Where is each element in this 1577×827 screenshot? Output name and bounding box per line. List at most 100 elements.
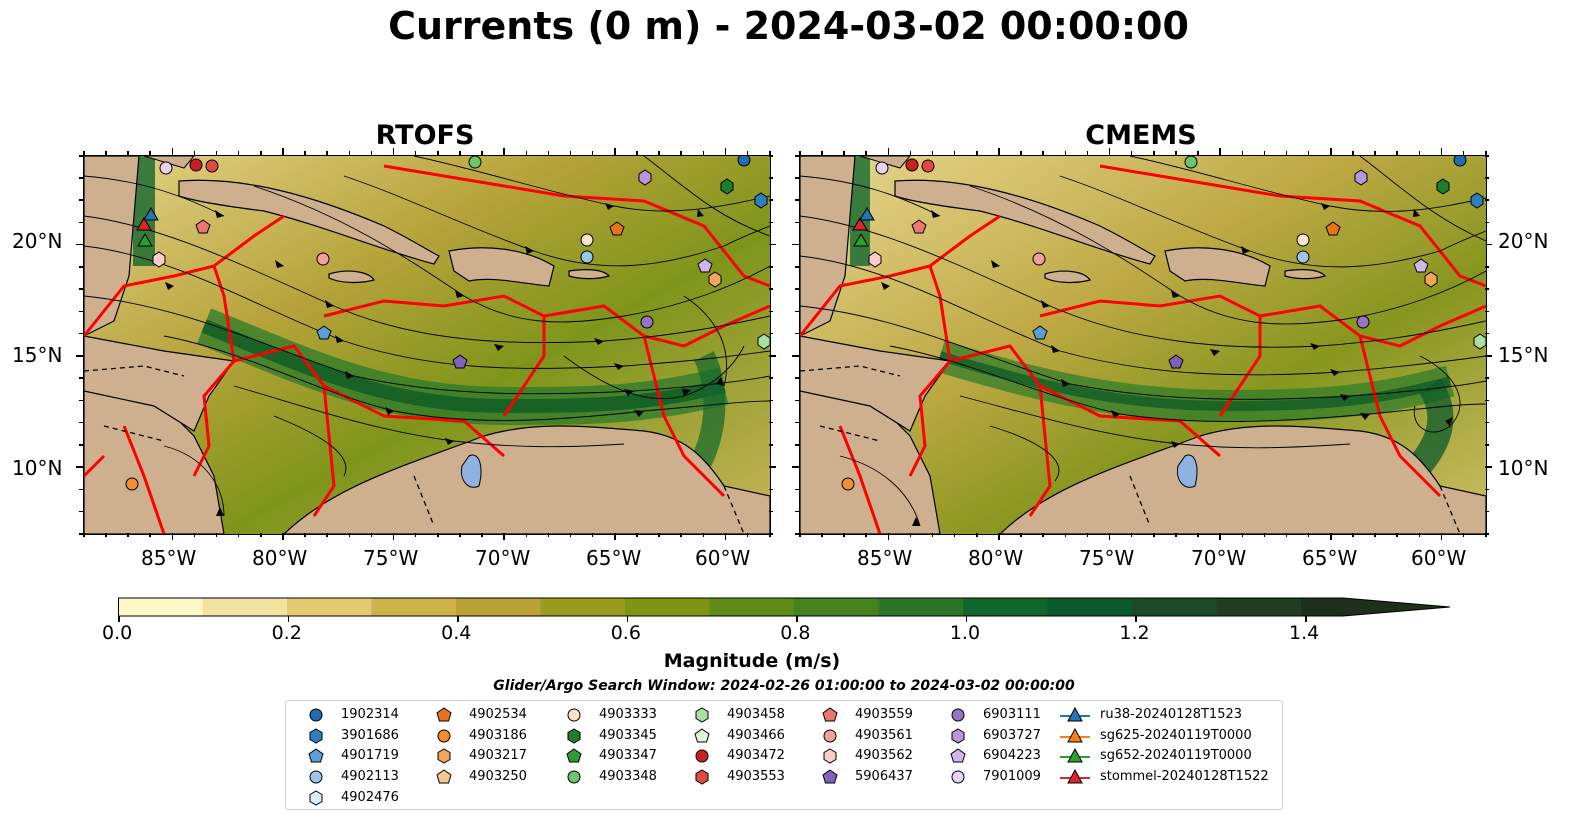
tick-mark bbox=[1108, 148, 1111, 155]
tick-mark bbox=[1462, 533, 1465, 537]
colorbar-tick-label: 0.6 bbox=[610, 622, 641, 644]
colorbar-segment bbox=[1216, 598, 1302, 616]
legend-label: 6903111 bbox=[983, 707, 1041, 722]
tick-mark bbox=[799, 151, 801, 155]
tick-mark bbox=[795, 399, 799, 402]
colorbar-tick bbox=[796, 616, 798, 622]
tick-mark bbox=[1086, 533, 1089, 537]
tick-mark bbox=[1153, 533, 1155, 537]
tick-mark bbox=[1086, 151, 1089, 155]
circle-marker-icon bbox=[951, 770, 965, 784]
colorbar-segment bbox=[625, 598, 711, 616]
tick-mark bbox=[1020, 151, 1022, 155]
tick-mark bbox=[1485, 177, 1489, 179]
tick-mark bbox=[1485, 355, 1492, 357]
tick-mark bbox=[127, 151, 129, 155]
legend-label: 4903458 bbox=[727, 707, 785, 722]
tick-mark bbox=[1241, 533, 1244, 537]
tick-mark bbox=[769, 221, 773, 224]
tick-mark bbox=[437, 151, 439, 155]
tick-mark bbox=[414, 533, 417, 537]
tick-mark bbox=[769, 266, 773, 268]
tick-mark bbox=[1485, 155, 1489, 157]
lat-label-15n: 15°N bbox=[12, 343, 63, 367]
tick-mark bbox=[931, 151, 934, 155]
tick-mark bbox=[591, 533, 594, 537]
tick-mark bbox=[105, 151, 107, 155]
circle-marker-icon bbox=[951, 708, 965, 722]
triangle-marker-icon bbox=[1060, 748, 1090, 763]
tick-mark bbox=[769, 155, 773, 157]
map-rtofs bbox=[83, 155, 771, 535]
colorbar-segment bbox=[878, 598, 964, 616]
colorbar bbox=[118, 596, 1453, 624]
tick-mark bbox=[1485, 243, 1492, 246]
tick-mark bbox=[795, 310, 799, 313]
panel-title-cmems: CMEMS bbox=[1085, 120, 1197, 151]
tick-mark bbox=[887, 533, 890, 540]
tick-mark bbox=[865, 151, 867, 155]
tick-mark bbox=[76, 466, 83, 468]
tick-mark bbox=[795, 488, 799, 491]
tick-mark bbox=[658, 151, 660, 155]
tick-mark bbox=[1485, 221, 1489, 224]
colorbar-tick bbox=[965, 616, 968, 622]
colorbar-segment bbox=[202, 598, 288, 616]
tick-mark bbox=[614, 148, 616, 155]
tick-mark bbox=[769, 399, 773, 402]
hexagon-marker-icon bbox=[695, 707, 709, 723]
current-magnitude-map bbox=[800, 156, 1486, 534]
tick-mark bbox=[326, 533, 328, 537]
pentagon-marker-icon bbox=[308, 748, 324, 763]
tick-mark bbox=[1219, 533, 1221, 540]
tick-mark bbox=[79, 199, 83, 201]
tick-mark bbox=[1396, 151, 1398, 155]
tick-mark bbox=[795, 221, 799, 224]
tick-mark bbox=[348, 533, 351, 537]
tick-mark bbox=[569, 151, 572, 155]
legend-label: 4903347 bbox=[599, 748, 657, 764]
figure-title: Currents (0 m) - 2024-03-02 00:00:00 bbox=[388, 4, 1189, 48]
colorbar-tick-label: 1.2 bbox=[1119, 622, 1150, 644]
tick-mark bbox=[769, 151, 771, 155]
pentagon-marker-icon bbox=[950, 748, 966, 763]
lon-label-80w: 80°W bbox=[252, 546, 308, 570]
circle-marker-icon bbox=[695, 749, 709, 763]
tick-mark bbox=[769, 177, 773, 179]
tick-mark bbox=[215, 533, 218, 537]
legend-label: 4903186 bbox=[469, 727, 527, 743]
tick-mark bbox=[83, 533, 85, 537]
tick-mark bbox=[953, 533, 956, 537]
tick-mark bbox=[260, 151, 262, 155]
colorbar-tick bbox=[457, 616, 459, 622]
tick-mark bbox=[79, 310, 83, 313]
tick-mark bbox=[1440, 148, 1443, 155]
legend-label: 5906437 bbox=[855, 769, 913, 785]
hexagon-marker-icon bbox=[309, 790, 323, 806]
tick-mark bbox=[1175, 533, 1177, 537]
tick-mark bbox=[1485, 421, 1489, 424]
tick-mark bbox=[680, 151, 682, 155]
lon-label-70w: 70°W bbox=[475, 546, 531, 570]
lat-label-10n: 10°N bbox=[1498, 456, 1549, 480]
pentagon-marker-icon bbox=[436, 707, 452, 722]
tick-mark bbox=[237, 151, 240, 155]
legend-label: ru38-20240128T1523 bbox=[1100, 707, 1243, 722]
tick-mark bbox=[392, 148, 395, 155]
circle-marker-icon bbox=[309, 770, 323, 784]
tick-mark bbox=[282, 533, 284, 540]
legend-label: sg652-20240119T0000 bbox=[1100, 748, 1252, 764]
tick-mark bbox=[149, 533, 151, 537]
tick-mark bbox=[215, 151, 218, 155]
tick-mark bbox=[503, 148, 505, 155]
tick-mark bbox=[1352, 533, 1354, 537]
tick-mark bbox=[1241, 151, 1244, 155]
tick-mark bbox=[998, 148, 1000, 155]
tick-mark bbox=[193, 533, 196, 537]
tick-mark bbox=[149, 151, 151, 155]
pentagon-marker-icon bbox=[436, 769, 452, 784]
tick-mark bbox=[865, 533, 867, 537]
legend-label: 4902476 bbox=[341, 789, 399, 805]
tick-mark bbox=[1485, 266, 1489, 268]
tick-mark bbox=[76, 355, 83, 357]
